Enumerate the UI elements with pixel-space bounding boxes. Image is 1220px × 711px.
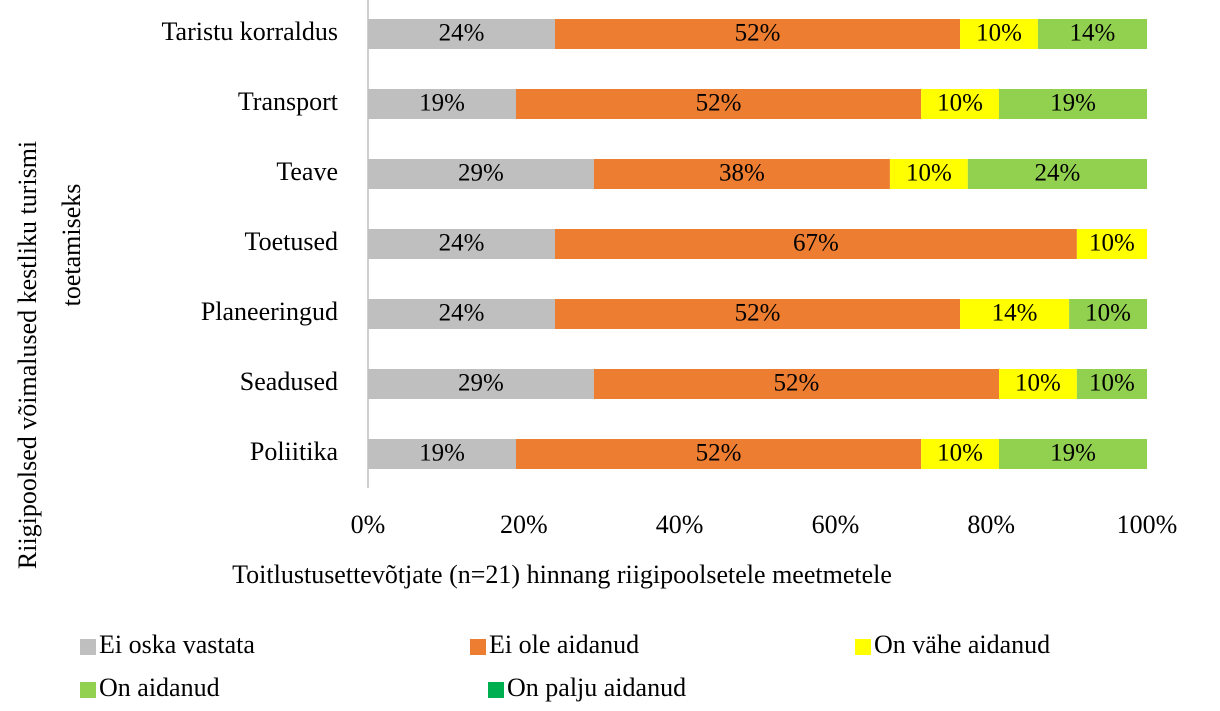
legend-swatch: [488, 682, 504, 698]
data-label: 10%: [906, 160, 952, 187]
x-tick-label: 100%: [1117, 510, 1178, 539]
data-label: 10%: [1085, 300, 1131, 327]
y-tick-label: Teave: [276, 157, 338, 186]
data-label: 19%: [1050, 90, 1096, 117]
data-label: 10%: [937, 440, 983, 467]
bar-segment: [516, 439, 922, 469]
data-label: 10%: [1089, 370, 1135, 397]
bar-segment: [368, 229, 555, 259]
bar-segment: [1076, 229, 1147, 259]
x-axis-title: Toitlustusettevõtjate (n=21) hinnang rii…: [232, 560, 892, 589]
data-label: 10%: [937, 90, 983, 117]
bar-segment: [1076, 369, 1147, 399]
bar-segment: [960, 19, 1038, 49]
legend-swatch: [80, 639, 96, 655]
data-label: 14%: [992, 300, 1038, 327]
data-label: 24%: [1035, 160, 1081, 187]
data-label: 14%: [1070, 20, 1116, 47]
data-label: 10%: [1089, 230, 1135, 257]
bar-segment: [960, 299, 1070, 329]
bar-segment: [998, 439, 1147, 469]
data-label: 52%: [696, 440, 742, 467]
data-label: 19%: [1050, 440, 1096, 467]
bar-segment: [921, 439, 999, 469]
data-label: 10%: [976, 20, 1022, 47]
bar-segment: [967, 159, 1147, 189]
data-label: 19%: [419, 440, 465, 467]
bar-segment: [368, 299, 555, 329]
bar-segment: [593, 159, 890, 189]
y-tick-label: Planeeringud: [201, 297, 338, 326]
legend-label: Ei ole aidanud: [489, 630, 639, 659]
bar-segment: [368, 369, 594, 399]
x-tick-label: 60%: [812, 510, 860, 539]
data-label: 24%: [439, 20, 485, 47]
bar-segment: [516, 89, 922, 119]
x-tick-label: 0%: [351, 510, 386, 539]
bar-segment: [554, 19, 961, 49]
bar-segment: [368, 19, 555, 49]
y-tick-label: Toetused: [245, 227, 339, 256]
legend-label: On palju aidanud: [507, 673, 686, 702]
y-axis-title: toetamiseks: [57, 184, 86, 307]
legend-swatch: [855, 639, 871, 655]
bar-segment: [1037, 19, 1147, 49]
x-tick-label: 20%: [500, 510, 548, 539]
legend-swatch: [470, 639, 486, 655]
y-tick-label: Transport: [238, 87, 339, 116]
bar-segment: [554, 229, 1077, 259]
bar-segment: [593, 369, 999, 399]
bar-segment: [554, 299, 961, 329]
bar-segment: [368, 159, 594, 189]
bar-segment: [998, 369, 1077, 399]
data-label: 52%: [696, 90, 742, 117]
data-label: 19%: [419, 90, 465, 117]
data-label: 38%: [719, 160, 765, 187]
data-label: 52%: [735, 20, 781, 47]
y-tick-label: Seadused: [240, 367, 338, 396]
data-label: 24%: [439, 300, 485, 327]
data-label: 29%: [458, 160, 504, 187]
bar-segment: [998, 89, 1147, 119]
y-tick-label: Taristu korraldus: [161, 17, 338, 46]
legend-label: On vähe aidanud: [874, 630, 1050, 659]
legend-swatch: [80, 682, 96, 698]
data-label: 52%: [735, 300, 781, 327]
bar-segment: [921, 89, 999, 119]
legend-label: Ei oska vastata: [99, 630, 255, 659]
data-label: 29%: [458, 370, 504, 397]
data-label: 52%: [774, 370, 820, 397]
x-tick-label: 40%: [656, 510, 704, 539]
legend-label: On aidanud: [99, 673, 220, 702]
y-tick-label: Poliitika: [250, 437, 339, 466]
data-label: 10%: [1015, 370, 1061, 397]
bar-segment: [368, 89, 517, 119]
bar-segment: [368, 439, 517, 469]
x-tick-label: 80%: [967, 510, 1015, 539]
y-axis-title: Riigipoolsed võimalused kestliku turismi: [13, 141, 42, 569]
data-label: 67%: [793, 230, 839, 257]
bar-segment: [1069, 299, 1147, 329]
bar-segment: [889, 159, 968, 189]
data-label: 24%: [439, 230, 485, 257]
